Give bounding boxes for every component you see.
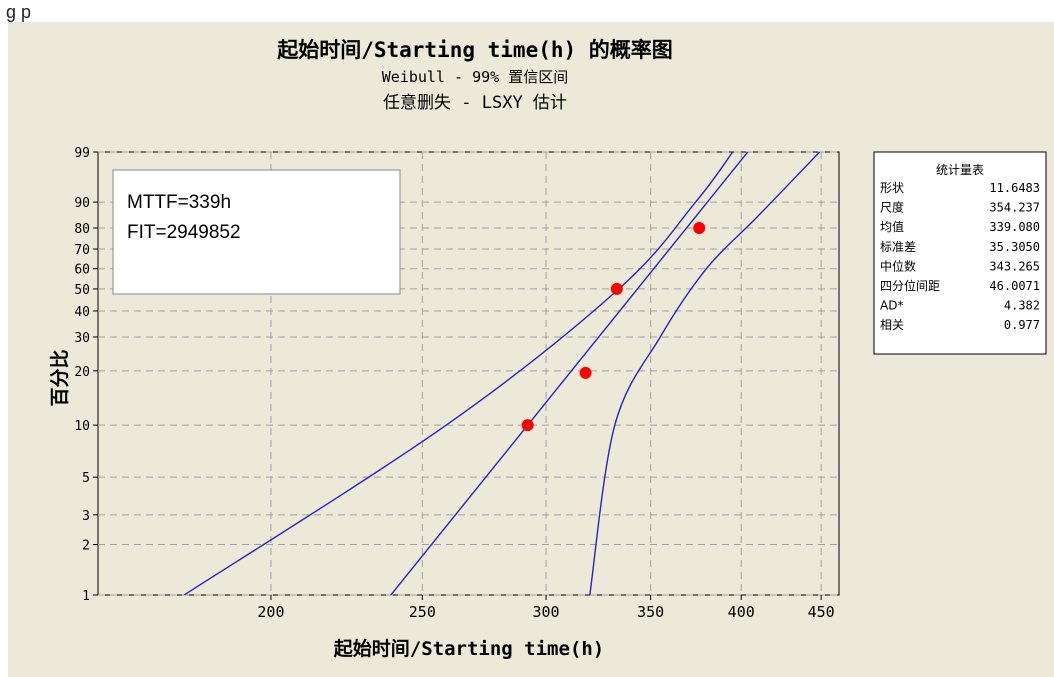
weibull-fit-line: [389, 152, 749, 595]
data-point: [693, 222, 706, 235]
x-tick-label: 300: [532, 603, 559, 621]
stats-row-label: 形状: [880, 181, 904, 195]
y-tick-label: 50: [74, 283, 90, 298]
y-tick-label: 99: [74, 146, 90, 161]
stats-row-value: 354.237: [989, 201, 1040, 215]
y-tick-label: 30: [74, 331, 90, 346]
x-axis-label: 起始时间/Starting time(h): [333, 637, 604, 660]
y-tick-label: 60: [74, 263, 90, 278]
y-tick-label: 70: [74, 243, 90, 258]
y-tick-label: 20: [74, 365, 90, 380]
x-tick-label: 400: [728, 603, 755, 621]
fit-annotation: FIT=2949852: [127, 222, 241, 243]
chart-panel: 起始时间/Starting time(h) 的概率图 Weibull - 99%…: [8, 22, 1054, 677]
stats-row-label: 相关: [880, 318, 904, 332]
data-points: [521, 222, 706, 432]
chart-title: 起始时间/Starting time(h) 的概率图: [276, 38, 673, 62]
x-tick-label: 350: [637, 603, 664, 621]
stats-row-value: 343.265: [989, 259, 1040, 273]
y-tick-label: 2: [82, 539, 90, 554]
x-tick-label: 450: [808, 603, 835, 621]
stats-row-label: 标准差: [880, 240, 916, 254]
data-point: [579, 366, 592, 379]
stats-table-rows: 形状 11.6483 尺度 354.237 均值 339.080 标准差 35.3050 中位数…: [880, 181, 1040, 332]
chart-subtitle-method: 任意删失 - LSXY 估计: [383, 93, 567, 113]
stats-row-label: 尺度: [880, 200, 904, 215]
stats-row-value: 339.080: [989, 220, 1040, 234]
y-axis-label: 百分比: [49, 349, 71, 406]
stats-row-value: 11.6483: [989, 181, 1040, 195]
stats-row-label: 中位数: [880, 258, 916, 273]
mttf-annotation: MTTF=339h: [127, 192, 231, 213]
y-tick-label: 40: [74, 305, 90, 320]
y-axis-ticks: 1 2 3 5 10 20 30 40 50 60 70 80 90 99: [74, 146, 98, 604]
x-tick-label: 250: [409, 603, 436, 621]
stats-row-label: AD*: [880, 299, 903, 313]
y-tick-label: 5: [82, 471, 90, 486]
data-point: [610, 282, 623, 295]
probability-plot: 起始时间/Starting time(h) 的概率图 Weibull - 99%…: [49, 38, 1047, 660]
stats-row-value: 4.382: [1004, 299, 1040, 313]
x-tick-label: 200: [257, 603, 284, 621]
clipped-header-strip: g p: [0, 0, 1054, 22]
fit-line: [389, 152, 749, 595]
x-axis-ticks: 200 250 300 350 400 450: [257, 595, 835, 621]
chart-subtitle-distribution: Weibull - 99% 置信区间: [382, 68, 568, 86]
clipped-header-text: g p: [6, 2, 32, 22]
y-tick-label: 90: [74, 196, 90, 211]
stats-row-value: 35.3050: [989, 240, 1040, 254]
confidence-upper-line: [589, 152, 821, 595]
stats-table: 统计量表 形状 11.6483 尺度 354.237 均值 339.080 标准差 35.30…: [873, 151, 1047, 355]
stats-row-label: 四分位间距: [880, 278, 940, 293]
stats-row-value: 0.977: [1004, 318, 1040, 332]
data-point: [521, 419, 534, 432]
y-tick-label: 3: [82, 509, 90, 524]
confidence-band: [183, 152, 821, 595]
annotation-box: MTTF=339h FIT=2949852: [112, 169, 401, 295]
y-tick-label: 10: [74, 419, 90, 434]
stats-row-label: 均值: [880, 219, 904, 234]
confidence-lower-line: [183, 152, 734, 595]
y-tick-label: 1: [82, 589, 90, 604]
stats-row-value: 46.0071: [989, 279, 1040, 293]
stats-table-title: 统计量表: [936, 163, 984, 177]
y-tick-label: 80: [74, 222, 90, 237]
